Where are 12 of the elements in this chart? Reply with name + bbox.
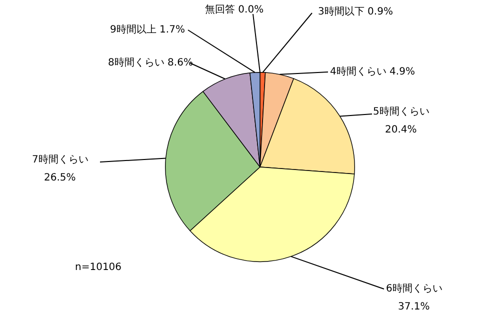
data-label: 20.4% — [385, 124, 417, 136]
slice-label: 3時間以下 0.9% — [318, 6, 393, 18]
text: n=10106 — [75, 262, 122, 273]
slice-label: 5時間くらい — [373, 106, 430, 118]
slice-label: 6時間くらい — [386, 282, 442, 295]
slice-label: 9時間以上 1.7% — [110, 24, 185, 36]
slice-label: 8時間くらい 8.6% — [108, 56, 193, 69]
data-label: 37.1% — [398, 302, 430, 313]
slice-label: 7時間くらい — [32, 154, 88, 166]
data-label: 26.5% — [44, 172, 76, 184]
category-label: 無回答 0.0% — [205, 4, 264, 16]
slice-label: 4時間くらい 4.9% — [330, 66, 415, 78]
